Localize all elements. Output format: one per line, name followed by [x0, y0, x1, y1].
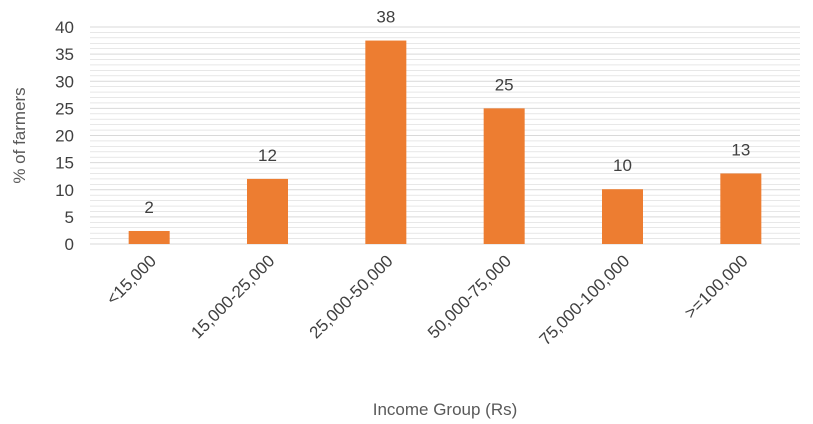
x-axis-title: Income Group (Rs)	[373, 400, 518, 419]
x-tick-label: >=100,000	[681, 251, 752, 322]
gridlines	[90, 26, 800, 245]
x-tick-label: 25,000-50,000	[306, 251, 397, 342]
data-label: 10	[613, 156, 632, 175]
y-tick-label: 40	[55, 18, 74, 37]
y-axis-title: % of farmers	[10, 87, 29, 183]
y-tick-label: 0	[65, 235, 74, 254]
bar	[602, 189, 643, 244]
bars	[128, 40, 762, 244]
y-tick-label: 30	[55, 72, 74, 91]
bar	[365, 40, 407, 244]
data-label: 2	[144, 198, 153, 217]
data-labels: 2 12 38 25 10 13	[144, 8, 750, 217]
data-label: 12	[258, 146, 277, 165]
x-tick-label: 75,000-100,000	[536, 251, 634, 349]
y-tick-label: 15	[55, 154, 74, 173]
bar	[483, 108, 525, 244]
data-label: 25	[495, 75, 514, 94]
x-axis-ticks: <15,000 15,000-25,000 25,000-50,000 50,000-…	[103, 251, 752, 349]
x-tick-label: <15,000	[103, 251, 160, 308]
data-label: 38	[376, 8, 395, 27]
bar	[128, 230, 170, 244]
x-tick-label: 15,000-25,000	[187, 251, 278, 342]
y-tick-label: 5	[65, 208, 74, 227]
y-axis-ticks: 0 5 10 15 20 25 30 35 40	[55, 18, 74, 254]
y-tick-label: 10	[55, 181, 74, 200]
bar	[247, 178, 288, 244]
bar	[720, 173, 762, 244]
data-label: 13	[731, 140, 750, 159]
x-tick-label: 50,000-75,000	[424, 251, 515, 342]
y-tick-label: 20	[55, 127, 74, 146]
y-tick-label: 25	[55, 99, 74, 118]
y-tick-label: 35	[55, 45, 74, 64]
